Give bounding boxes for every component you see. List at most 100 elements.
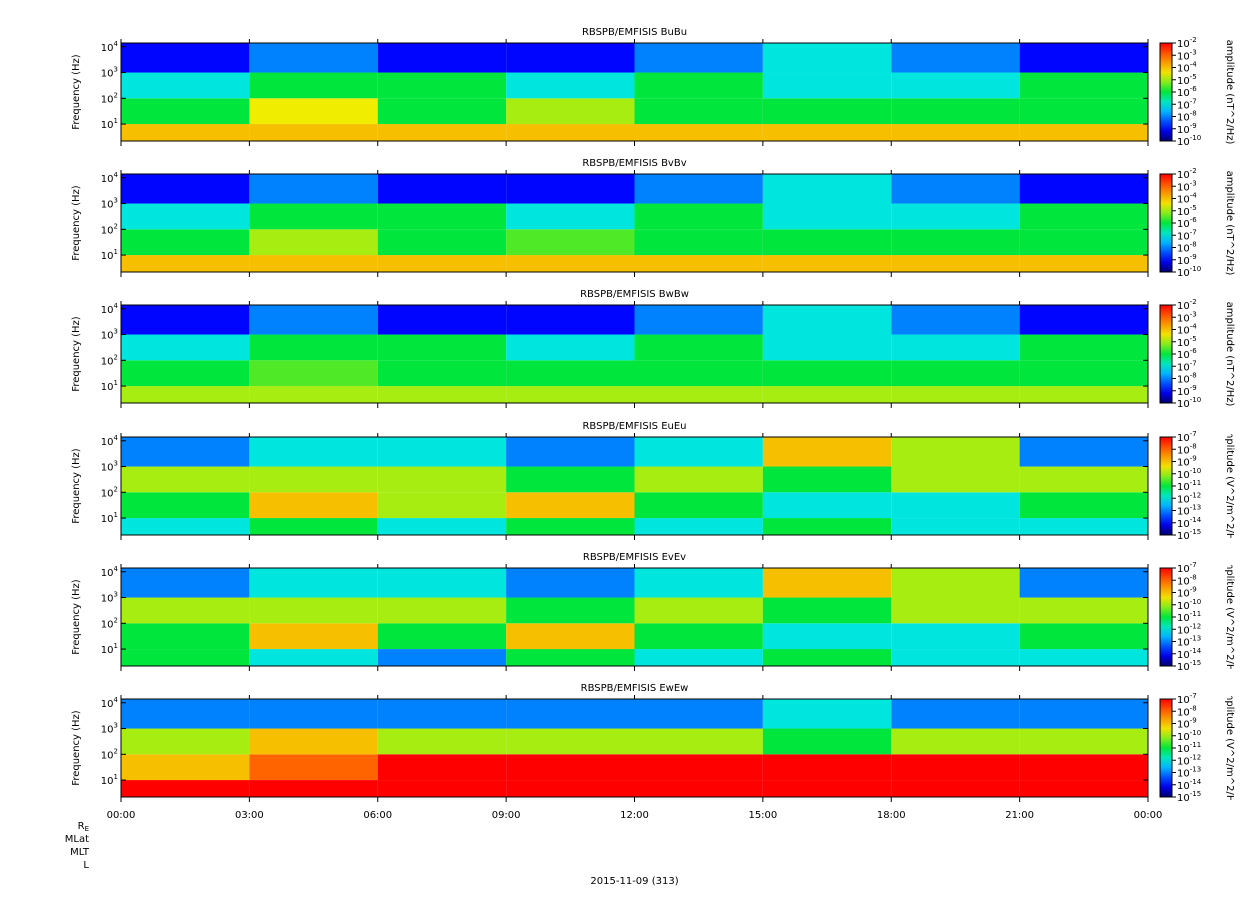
colorbar [1159,567,1173,667]
heatmap-cell [249,124,378,141]
heatmap-cell [506,360,635,387]
heatmap-cell [249,728,378,755]
colorbar-tick-label: 10-5 [1177,335,1197,349]
heatmap-cell [1019,728,1148,755]
heatmap-cell [762,492,892,519]
colorbar-tick-label: 10-14 [1177,647,1202,661]
heatmap-cell [634,72,763,99]
heatmap-cell [506,728,635,755]
colorbar-tick-label: 10-6 [1177,216,1197,230]
colorbar-label: amplitude (nT^2/Hz) [1224,171,1235,276]
colorbar-tick-label: 10-7 [1177,228,1197,242]
heatmap-cell [377,754,507,781]
heatmap-cell [634,98,763,125]
colorbar-tick-label: 10-2 [1177,167,1197,181]
heatmap-cell [634,728,763,755]
heatmap-cell [249,780,378,797]
heatmap-cell [249,568,378,598]
heatmap-cell [121,518,250,535]
heatmap-cell [891,623,1020,650]
colorbar-tick-label: 10-11 [1177,479,1201,493]
colorbar-tick-label: 10-9 [1177,384,1197,398]
colorbar-tick-label: 10-15 [1177,790,1201,804]
heatmap-cell [634,203,763,230]
colorbar-tick-label: 10-12 [1177,753,1201,767]
heatmap-cell [891,728,1020,755]
heatmap-cell [506,568,635,598]
heatmap-cell [121,437,250,467]
heatmap-cell [1019,305,1148,335]
heatmap-cell [377,174,507,204]
colorbar-tick-label: 10-6 [1177,347,1197,361]
heatmap-cell [121,203,250,230]
y-tick-label: 101 [101,773,118,787]
y-axis-label: Frequency (Hz) [71,185,82,261]
x-tick-label: 21:00 [1005,810,1034,821]
heatmap-cell [634,43,763,73]
x-tick-label: 15:00 [748,810,777,821]
colorbar-tick-label: 10-14 [1177,516,1202,530]
heatmap-cell [121,360,250,387]
heatmap-cell [1019,518,1148,535]
y-tick-label: 101 [101,642,118,656]
heatmap-cell [762,597,892,624]
colorbar-tick-label: 10-3 [1177,48,1197,62]
colorbar-tick-label: 10-9 [1177,122,1197,136]
heatmap-cell [506,124,635,141]
heatmap-cell [634,255,763,272]
heatmap-cell [891,72,1020,99]
colorbar-label: amplitude (V^2/m^2/Hz) [1224,684,1235,811]
heatmap-cell [634,699,763,729]
heatmap-cell [506,466,635,493]
colorbar [1159,436,1173,536]
heatmap-cell [249,597,378,624]
heatmap-cell [634,492,763,519]
y-axis-label: Frequency (Hz) [71,448,82,524]
heatmap-cell [634,174,763,204]
heatmap-cell [1019,754,1148,781]
heatmap-cell [377,699,507,729]
heatmap-cell [506,386,635,403]
heatmap-cell [891,255,1020,272]
heatmap-cell [121,780,250,797]
heatmap-cell [891,360,1020,387]
heatmap-cell [634,386,763,403]
heatmap-cell [506,649,635,666]
heatmap-cell [506,518,635,535]
y-tick-label: 103 [101,328,118,342]
heatmap-cell [506,98,635,125]
heatmap-cell [249,518,378,535]
heatmap-cell [1019,386,1148,403]
colorbar-label-group: amplitude (nT^2/Hz) [1224,171,1235,276]
colorbar-tick-label: 10-9 [1177,253,1197,267]
colorbar-tick-label: 10-11 [1177,741,1201,755]
heatmap-cell [121,466,250,493]
heatmap-cell [891,518,1020,535]
heatmap-cell [634,623,763,650]
colorbar-label-group: amplitude (V^2/m^2/Hz) [1224,565,1235,669]
colorbar-tick-label: 10-2 [1177,36,1197,50]
y-tick-label: 102 [101,485,118,499]
heatmap-cell [1019,699,1148,729]
heatmap-cell [1019,649,1148,666]
heatmap-cell [762,437,892,467]
heatmap-cell [762,124,892,141]
y-tick-label: 102 [101,353,118,367]
heatmap-cell [1019,568,1148,598]
heatmap-cell [249,699,378,729]
colorbar [1159,304,1173,404]
heatmap-cell [249,466,378,493]
heatmap-cell [506,255,635,272]
x-tick-label: 18:00 [877,810,906,821]
heatmap-cell [249,492,378,519]
colorbar-tick-label: 10-2 [1177,298,1197,312]
colorbar-label-group: amplitude (V^2/m^2/Hz) [1224,684,1235,811]
footer-row-label: MLat [65,834,89,845]
colorbar-label-group: amplitude (V^2/m^2/Hz) [1224,434,1235,538]
colorbar-tick-label: 10-4 [1177,323,1197,337]
colorbar-tick-label: 10-7 [1177,561,1197,575]
colorbar-tick-label: 10-15 [1177,659,1201,673]
heatmap-cell [506,203,635,230]
panel-title: RBSPB/EMFISIS BuBu [582,27,687,38]
colorbar-label-group: amplitude (nT^2/Hz) [1224,40,1235,144]
